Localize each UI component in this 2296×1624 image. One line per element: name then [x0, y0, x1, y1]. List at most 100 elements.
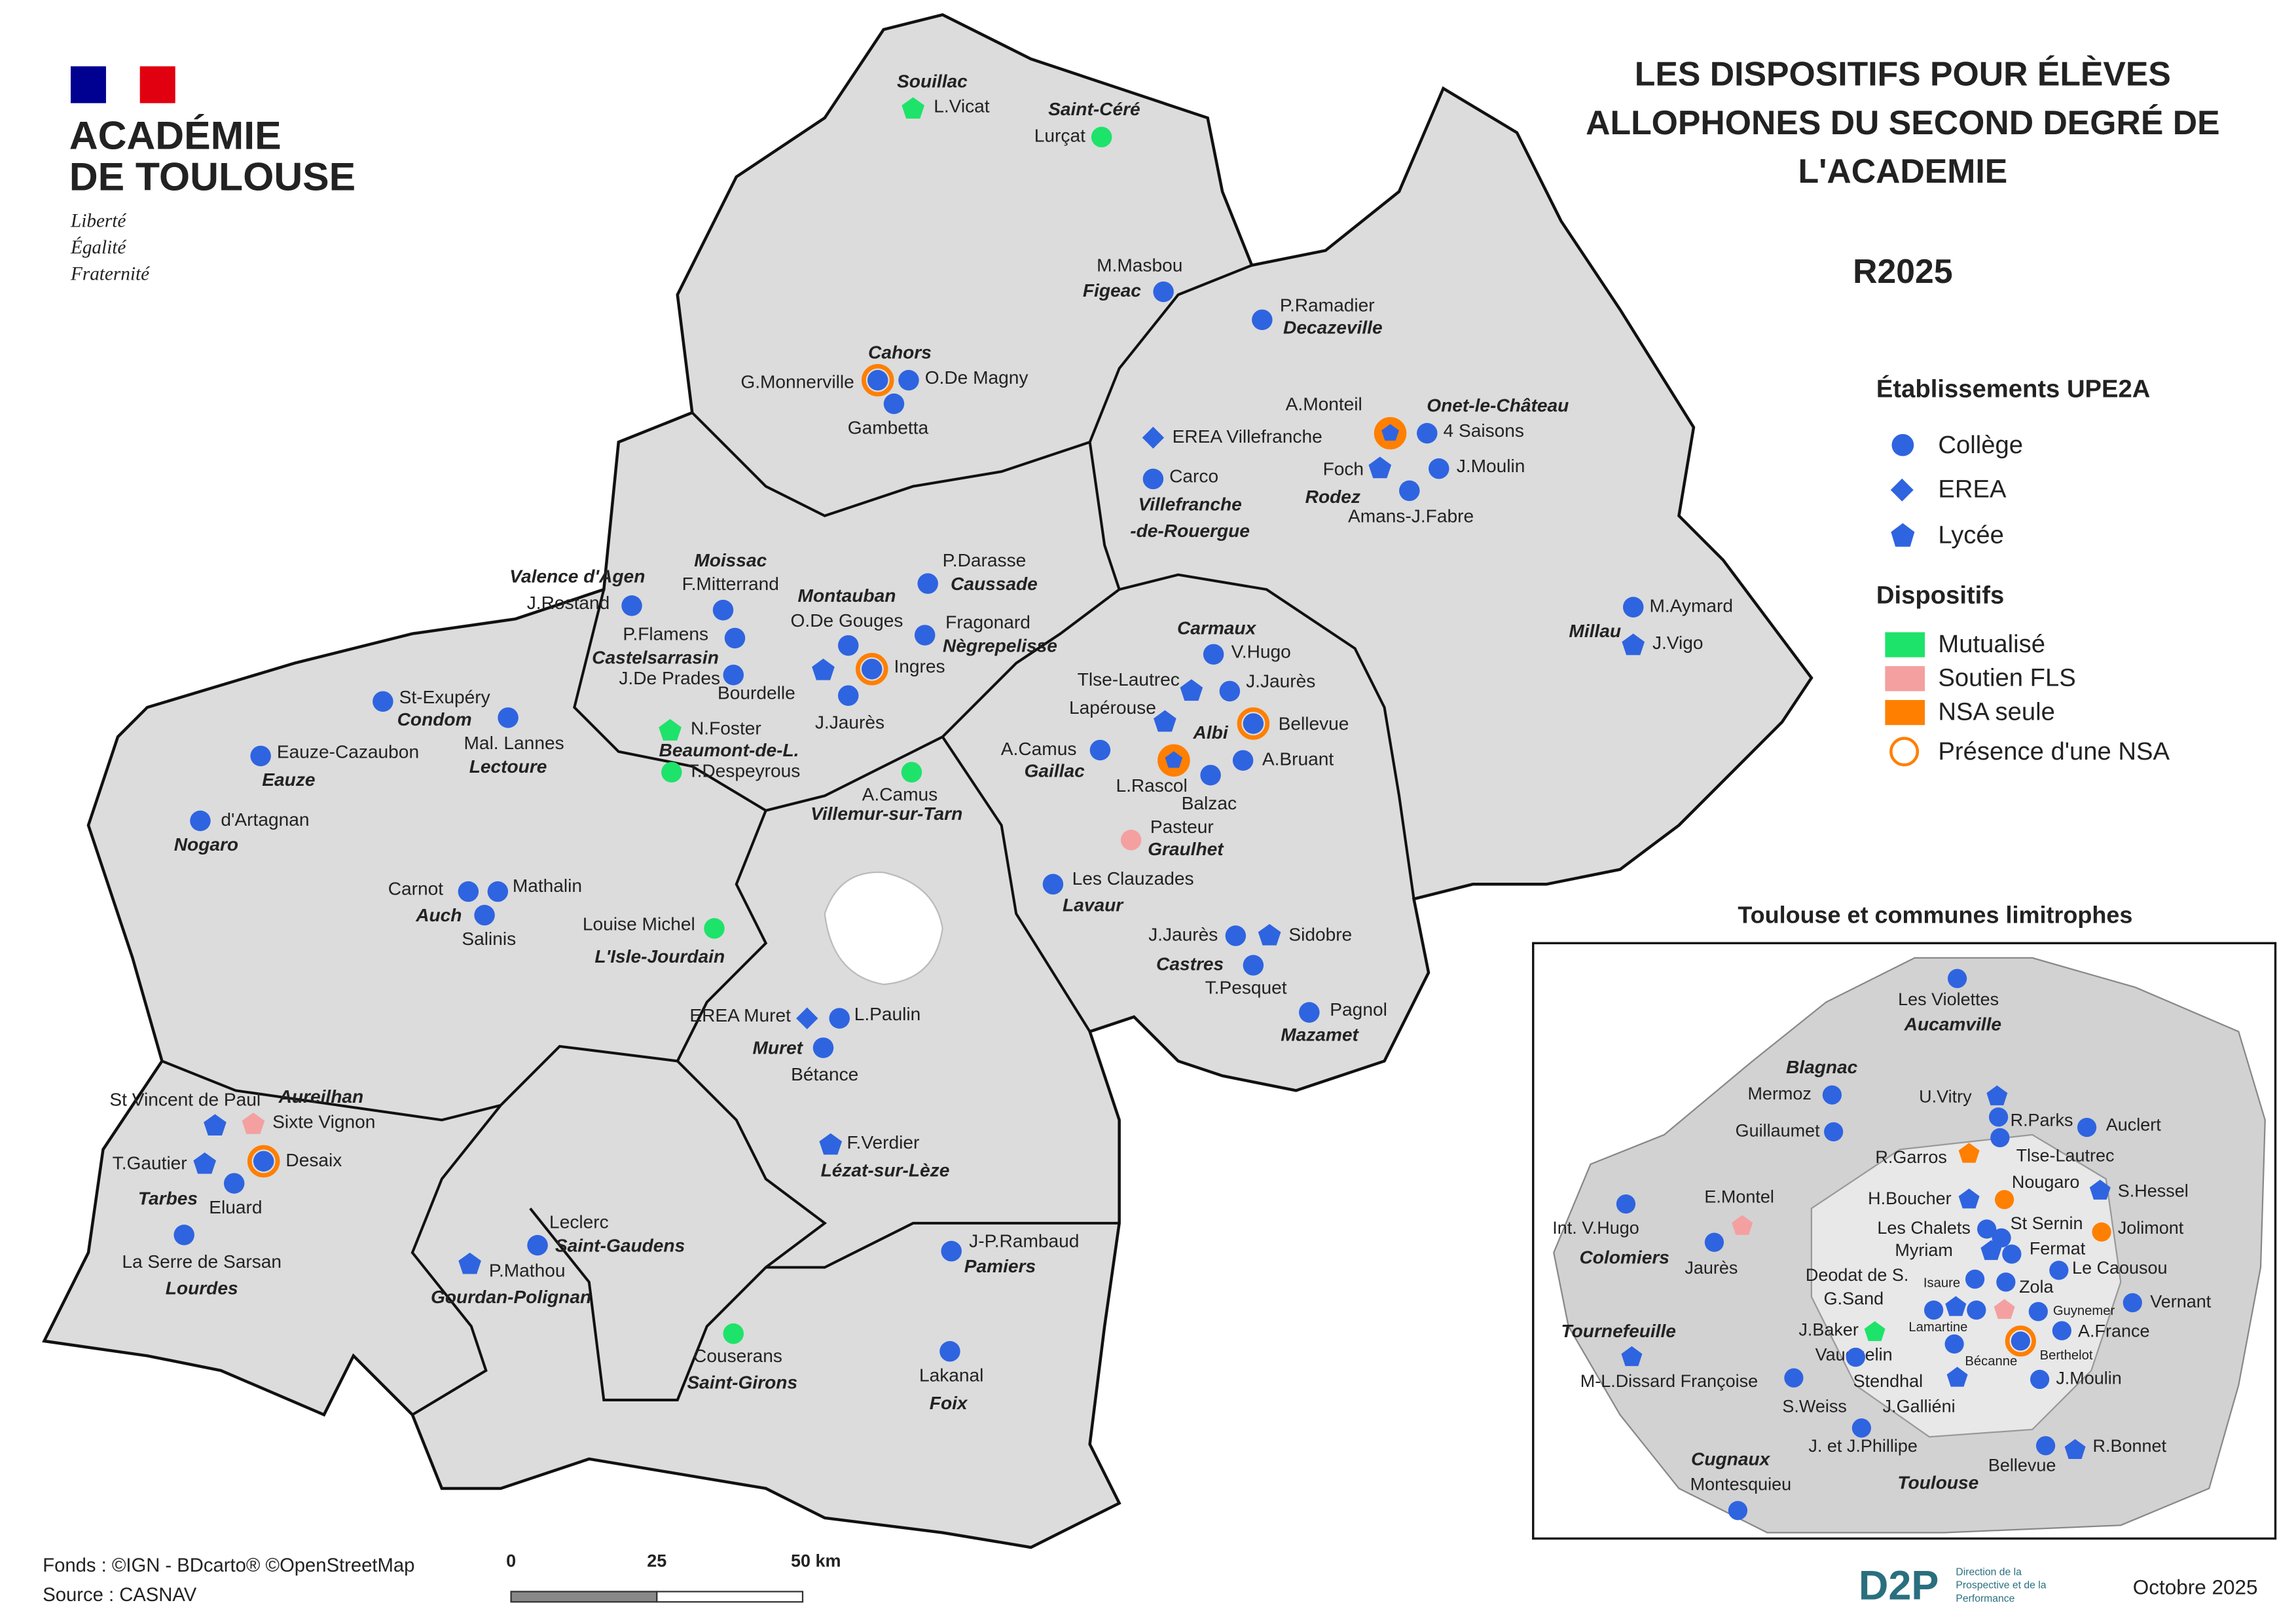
school-marker	[941, 1240, 962, 1262]
school-label: J.Vigo	[1652, 633, 1704, 653]
inset-town-label: Toulouse	[1897, 1473, 1978, 1493]
motto: Égalité	[70, 236, 127, 258]
legend-symbol	[1885, 632, 1925, 657]
town-label: Albi	[1193, 722, 1229, 743]
town-label: Aureilhan	[278, 1086, 364, 1107]
school-marker	[1417, 422, 1438, 444]
town-label: Nogaro	[174, 834, 238, 855]
school-marker	[898, 369, 919, 391]
school-marker	[812, 1037, 834, 1058]
school-marker	[1621, 1346, 1643, 1367]
inset-school-label: R.Bonnet	[2093, 1436, 2167, 1456]
school-marker	[1159, 745, 1188, 773]
legend-symbol	[1885, 666, 1925, 692]
inset-school-label: Mermoz	[1747, 1084, 1811, 1103]
school-marker	[1622, 633, 1645, 655]
school-label: EREA Villefranche	[1173, 426, 1322, 447]
school-marker	[2011, 1331, 2030, 1351]
school-label: Pasteur	[1150, 817, 1214, 837]
toulouse-area	[824, 871, 943, 986]
school-marker	[2030, 1369, 2050, 1390]
school-label: F.Verdier	[847, 1132, 919, 1153]
inset-town-label: Cugnaux	[1691, 1449, 1771, 1469]
school-label: N.Foster	[691, 718, 761, 738]
school-marker	[173, 1225, 194, 1246]
school-label: A.Bruant	[1262, 749, 1334, 769]
school-marker	[1232, 750, 1254, 771]
school-label: J.Jaurès	[1148, 924, 1218, 944]
town-label: Lézat-sur-Lèze	[821, 1160, 950, 1181]
school-label: L.Vicat	[934, 96, 990, 117]
school-marker	[458, 881, 479, 902]
school-marker	[373, 691, 393, 712]
inset-town-label: Colomiers	[1579, 1247, 1669, 1267]
school-marker	[1258, 924, 1281, 946]
school-marker	[1996, 1272, 2016, 1292]
school-label: Foch	[1323, 458, 1364, 479]
school-marker	[2052, 1321, 2071, 1340]
inset-school-label: Tlse-Lautrec	[2016, 1146, 2115, 1166]
school-label: L.Rascol	[1116, 775, 1187, 796]
scale-label: 50 km	[791, 1551, 841, 1571]
school-label: Pagnol	[1330, 999, 1387, 1020]
town-label: Condom	[397, 709, 472, 729]
school-marker	[1990, 1128, 2010, 1147]
school-marker	[1368, 456, 1392, 479]
school-marker	[2028, 1302, 2048, 1321]
inset-school-label: Les Chalets	[1877, 1218, 1970, 1238]
title-line: L'ACADEMIE	[1798, 152, 2007, 190]
town-label: Caussade	[951, 574, 1038, 594]
school-marker	[1946, 1367, 1968, 1387]
school-marker	[1219, 680, 1241, 702]
school-marker	[939, 1340, 960, 1362]
town-label: Valence d'Agen	[509, 566, 645, 587]
school-label: Mal. Lannes	[464, 733, 564, 753]
source-text: Fonds : ©IGN - BDcarto® ©OpenStreetMap	[43, 1555, 414, 1576]
school-marker	[1958, 1188, 1980, 1209]
inset-school-label: J.Baker	[1798, 1320, 1858, 1339]
school-marker	[250, 745, 271, 767]
school-label: Bourdelle	[718, 682, 795, 703]
school-marker	[1243, 955, 1264, 976]
school-label: J.Moulin	[1457, 456, 1525, 476]
town-label: Carmaux	[1177, 618, 1257, 638]
school-label: Fragonard	[945, 612, 1030, 632]
school-marker	[723, 1323, 744, 1344]
school-marker	[812, 658, 835, 680]
school-label: Carnot	[388, 879, 444, 899]
school-marker	[223, 1173, 245, 1194]
town-label: -de-Rouergue	[1130, 521, 1250, 541]
inset-school-label: Isaure	[1923, 1276, 1960, 1290]
school-marker	[1622, 597, 1644, 618]
school-marker	[819, 1133, 843, 1155]
publisher-logo: D2P	[1859, 1563, 1939, 1609]
legend-item: Lycée	[1938, 521, 2004, 549]
school-marker	[1947, 969, 1967, 988]
inset-school-label: S.Weiss	[1782, 1396, 1846, 1416]
school-marker	[2002, 1244, 2022, 1264]
town-label: Gourdan-Polignan	[431, 1287, 591, 1307]
publisher-text: Performance	[1956, 1593, 2014, 1604]
inset-school-label: R.Parks	[2011, 1111, 2073, 1130]
legend-heading: Établissements UPE2A	[1876, 374, 2151, 403]
school-label: Desaix	[285, 1150, 342, 1170]
school-label: d'Artagnan	[221, 809, 309, 830]
school-marker	[1994, 1299, 2015, 1320]
town-label: Graulhet	[1148, 839, 1224, 859]
school-label: Balzac	[1182, 793, 1237, 813]
school-label: A.Camus	[1001, 739, 1077, 759]
school-label: Leclerc	[549, 1211, 609, 1232]
school-marker	[1994, 1190, 2014, 1209]
town-label: Montauban	[798, 585, 896, 606]
town-label: Tarbes	[138, 1188, 198, 1208]
school-label: A.Camus	[862, 784, 938, 805]
school-label: Gambetta	[848, 417, 929, 437]
town-label: Muret	[752, 1038, 803, 1058]
legend-heading: Dispositifs	[1876, 581, 2004, 610]
legend-item: Collège	[1938, 431, 2023, 459]
flag-blue	[70, 66, 106, 103]
town-label: Nègrepelisse	[943, 635, 1057, 655]
scale-bar	[510, 1591, 658, 1603]
school-label: La Serre de Sarsan	[122, 1251, 282, 1272]
school-marker	[1784, 1368, 1804, 1388]
